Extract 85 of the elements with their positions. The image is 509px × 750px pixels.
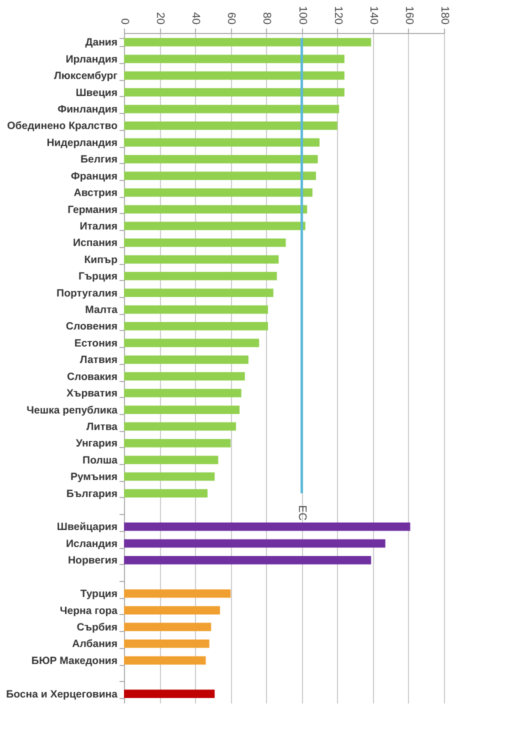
bar bbox=[124, 272, 277, 280]
y-tick-label: Германия bbox=[68, 204, 118, 216]
y-tick-label: Финландия bbox=[58, 104, 118, 116]
y-tick-label: Белгия bbox=[80, 154, 118, 166]
x-tick-label: 140 bbox=[367, 6, 380, 24]
y-tick-label: Норвегия bbox=[68, 554, 118, 567]
bar bbox=[124, 388, 242, 398]
bar bbox=[124, 172, 316, 180]
bar bbox=[124, 606, 220, 614]
y-tick-label: Босна и Херцеговина bbox=[6, 688, 118, 700]
y-tick-label: Словения bbox=[66, 320, 118, 333]
bar bbox=[124, 71, 344, 80]
x-tick-label: 180 bbox=[438, 6, 450, 24]
y-tick-label: Швеция bbox=[76, 86, 118, 99]
y-tick-label: Франция bbox=[70, 170, 118, 182]
bar bbox=[124, 322, 268, 330]
y-tick-label: Италия bbox=[80, 220, 118, 232]
x-tick-label: 20 bbox=[154, 12, 166, 24]
y-tick-label: Португалия bbox=[56, 287, 118, 300]
ref-line-label: ЕС bbox=[296, 505, 308, 521]
y-tick-label: Ирландия bbox=[66, 53, 118, 66]
bar bbox=[124, 372, 245, 381]
bar bbox=[124, 154, 318, 164]
bar bbox=[124, 238, 286, 247]
y-tick-label: Гърция bbox=[78, 270, 118, 283]
x-tick-label: 40 bbox=[190, 12, 202, 24]
y-tick-label: Испания bbox=[73, 237, 118, 250]
y-tick-label: Исландия bbox=[66, 538, 118, 550]
bar bbox=[124, 355, 248, 364]
x-tick-label: 60 bbox=[225, 12, 238, 24]
y-tick-label: Дания bbox=[85, 36, 118, 49]
y-tick-label: Швейцария bbox=[56, 521, 118, 534]
x-tick-label: 0 bbox=[118, 18, 130, 24]
y-tick-label: Естония bbox=[74, 337, 118, 350]
y-tick-label: България bbox=[66, 488, 118, 500]
bar bbox=[124, 406, 240, 414]
bar bbox=[124, 539, 386, 548]
x-tick-label: 100 bbox=[296, 6, 308, 24]
y-tick-label: Хърватия bbox=[66, 388, 118, 400]
y-tick-label: Обединено Кралство bbox=[7, 120, 118, 132]
bar bbox=[124, 104, 340, 114]
y-tick-label: Литва bbox=[86, 420, 118, 433]
bar bbox=[124, 88, 344, 96]
x-tick-label: 80 bbox=[260, 12, 273, 24]
x-tick-label: 160 bbox=[402, 6, 415, 24]
y-tick-label: Унгария bbox=[76, 438, 118, 450]
bar bbox=[124, 122, 338, 130]
y-tick-label: Сърбия bbox=[76, 621, 118, 634]
bar bbox=[124, 54, 344, 64]
y-tick-label: Латвия bbox=[80, 354, 118, 366]
bar bbox=[124, 422, 236, 431]
y-tick-label: Албания bbox=[72, 638, 118, 650]
bar bbox=[124, 188, 312, 197]
bar bbox=[124, 589, 231, 598]
bar bbox=[124, 456, 218, 464]
bar bbox=[124, 656, 206, 665]
y-tick-label: Кипър bbox=[84, 254, 118, 266]
bar bbox=[124, 38, 372, 46]
bar bbox=[124, 622, 212, 632]
bar bbox=[124, 305, 268, 314]
bar bbox=[124, 288, 274, 297]
y-tick-label: Австрия bbox=[74, 187, 118, 200]
bar bbox=[124, 472, 215, 481]
y-tick-label: Черна гора bbox=[60, 604, 118, 617]
y-tick-label: Словакия bbox=[66, 370, 118, 383]
bar bbox=[124, 522, 410, 531]
y-tick-label: Чешка република bbox=[26, 404, 118, 416]
y-tick-label: Малта bbox=[85, 304, 118, 316]
bar bbox=[124, 338, 260, 348]
y-tick-label: Люксембург bbox=[54, 70, 118, 82]
bar bbox=[124, 640, 210, 648]
bar bbox=[124, 255, 279, 264]
y-tick-label: БЮР Македония bbox=[31, 654, 118, 667]
bar bbox=[124, 138, 320, 147]
y-tick-label: Румъния bbox=[70, 471, 118, 484]
y-tick-label: Полша bbox=[82, 454, 118, 466]
y-tick-label: Турция bbox=[80, 588, 118, 600]
bar bbox=[124, 489, 208, 498]
bar bbox=[124, 690, 215, 698]
bar bbox=[124, 556, 372, 564]
y-tick-label: Нидерландия bbox=[46, 136, 118, 149]
x-tick-label: 120 bbox=[332, 6, 344, 24]
bar bbox=[124, 205, 308, 214]
bar bbox=[124, 439, 231, 448]
bar bbox=[124, 222, 306, 230]
